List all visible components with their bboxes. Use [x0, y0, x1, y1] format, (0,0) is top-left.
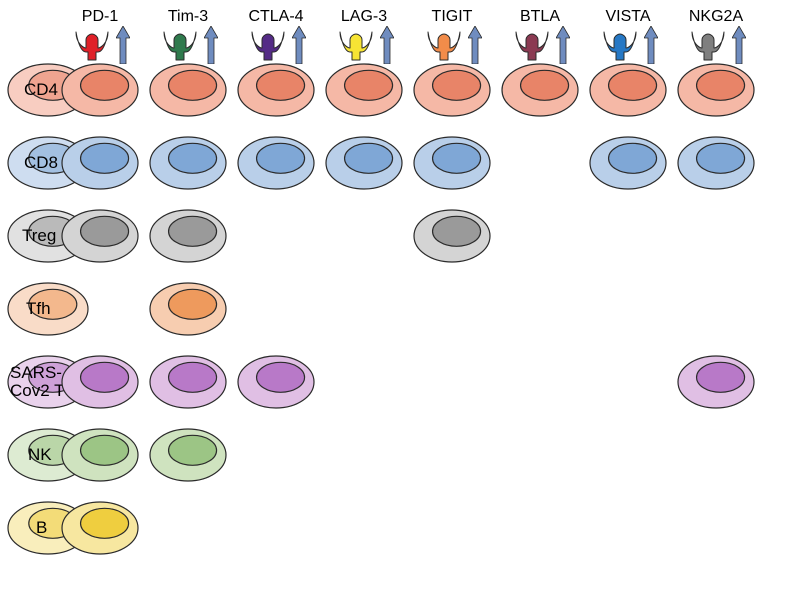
receptor-icon — [72, 28, 112, 62]
matrix-cell — [588, 135, 668, 191]
matrix-cell — [148, 354, 228, 410]
column-header-vista: VISTA — [584, 8, 672, 26]
matrix-cell — [60, 208, 140, 264]
matrix-cell — [236, 135, 316, 191]
matrix-cell — [148, 62, 228, 118]
column-header-ctla-4: CTLA-4 — [232, 8, 320, 26]
receptor-icon — [248, 28, 288, 62]
matrix-cell — [148, 281, 228, 337]
row-label-text: CD4 — [24, 81, 58, 99]
up-arrow-icon — [116, 26, 130, 64]
up-arrow-icon — [644, 26, 658, 64]
matrix-cell — [60, 135, 140, 191]
matrix-cell — [60, 500, 140, 556]
up-arrow-icon — [556, 26, 570, 64]
receptor-icon — [336, 28, 376, 62]
matrix-cell — [148, 208, 228, 264]
column-header-tigit: TIGIT — [408, 8, 496, 26]
row-label-text: Tfh — [26, 300, 51, 318]
matrix-cell — [500, 62, 580, 118]
up-arrow-icon — [292, 26, 306, 64]
receptor-icon — [160, 28, 200, 62]
row-label-text: Treg — [22, 227, 56, 245]
row-label-text: NK — [28, 446, 52, 464]
up-arrow-icon — [468, 26, 482, 64]
matrix-cell — [588, 62, 668, 118]
up-arrow-icon — [204, 26, 218, 64]
row-label-text: SARS- Cov2 T — [10, 364, 65, 400]
matrix-cell — [412, 208, 492, 264]
matrix-cell — [236, 62, 316, 118]
column-header-tim-3: Tim-3 — [144, 8, 232, 26]
matrix-cell — [60, 427, 140, 483]
matrix-cell — [148, 135, 228, 191]
matrix-cell — [324, 62, 404, 118]
column-header-pd-1: PD-1 — [56, 8, 144, 26]
matrix-cell — [60, 354, 140, 410]
column-header-nkg2a: NKG2A — [672, 8, 760, 26]
matrix-cell — [148, 427, 228, 483]
matrix-cell — [324, 135, 404, 191]
matrix-cell — [676, 354, 756, 410]
matrix-cell — [412, 135, 492, 191]
column-header-lag-3: LAG-3 — [320, 8, 408, 26]
receptor-icon — [424, 28, 464, 62]
matrix-cell — [236, 354, 316, 410]
receptor-icon — [512, 28, 552, 62]
row-label-text: CD8 — [24, 154, 58, 172]
row-label-text: B — [36, 519, 47, 537]
matrix-cell — [676, 135, 756, 191]
up-arrow-icon — [380, 26, 394, 64]
column-header-btla: BTLA — [496, 8, 584, 26]
receptor-icon — [600, 28, 640, 62]
receptor-icon — [688, 28, 728, 62]
up-arrow-icon — [732, 26, 746, 64]
matrix-cell — [676, 62, 756, 118]
matrix-cell — [412, 62, 492, 118]
diagram-canvas: PD-1Tim-3CTLA-4LAG-3TIGITBTLAVISTANKG2A C… — [0, 0, 800, 605]
matrix-cell — [60, 62, 140, 118]
